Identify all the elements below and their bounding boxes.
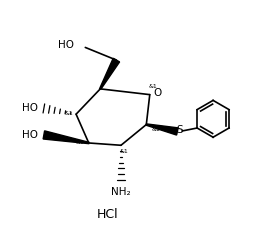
Text: HO: HO bbox=[22, 103, 38, 113]
Text: &1: &1 bbox=[120, 148, 129, 154]
Text: S: S bbox=[176, 125, 183, 135]
Polygon shape bbox=[100, 58, 120, 89]
Polygon shape bbox=[43, 131, 89, 144]
Polygon shape bbox=[146, 124, 178, 135]
Text: &1: &1 bbox=[75, 140, 84, 145]
Text: HO: HO bbox=[58, 40, 74, 50]
Text: NH₂: NH₂ bbox=[111, 188, 131, 198]
Text: &1: &1 bbox=[149, 84, 158, 89]
Text: &1: &1 bbox=[65, 110, 74, 116]
Text: O: O bbox=[153, 88, 161, 98]
Text: &1: &1 bbox=[151, 127, 160, 132]
Text: HCl: HCl bbox=[96, 208, 118, 221]
Text: HO: HO bbox=[22, 130, 38, 140]
